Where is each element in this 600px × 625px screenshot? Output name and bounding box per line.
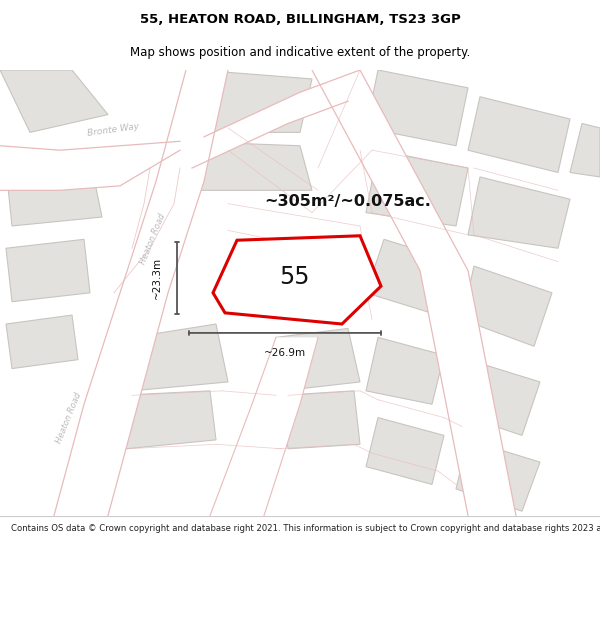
Polygon shape [468,97,570,172]
Polygon shape [366,70,468,146]
Polygon shape [0,141,180,191]
Polygon shape [132,324,228,391]
Text: Heaton Road: Heaton Road [139,213,167,266]
Text: ~26.9m: ~26.9m [264,348,306,358]
Polygon shape [570,124,600,177]
Polygon shape [6,159,102,226]
Text: Contains OS data © Crown copyright and database right 2021. This information is : Contains OS data © Crown copyright and d… [11,524,600,533]
Polygon shape [366,150,468,226]
Polygon shape [282,391,360,449]
Polygon shape [120,391,216,449]
Text: ~305m²/~0.075ac.: ~305m²/~0.075ac. [264,194,431,209]
Polygon shape [312,70,516,516]
Text: Map shows position and indicative extent of the property.: Map shows position and indicative extent… [130,46,470,59]
Polygon shape [366,418,444,484]
Polygon shape [6,239,90,302]
Text: Heaton Road: Heaton Road [55,391,83,444]
Polygon shape [210,338,318,516]
Polygon shape [462,266,552,346]
Text: Bronte Way: Bronte Way [87,122,140,138]
Text: 55: 55 [279,265,309,289]
Polygon shape [192,70,360,168]
Text: 55, HEATON ROAD, BILLINGHAM, TS23 3GP: 55, HEATON ROAD, BILLINGHAM, TS23 3GP [140,13,460,26]
Polygon shape [54,70,228,516]
Polygon shape [192,70,312,132]
Polygon shape [456,440,540,511]
Polygon shape [180,141,312,191]
Polygon shape [213,236,381,324]
Polygon shape [6,315,78,369]
Polygon shape [366,338,444,404]
Polygon shape [468,177,570,248]
Polygon shape [456,359,540,436]
Polygon shape [366,239,456,315]
Text: ~23.3m: ~23.3m [152,257,162,299]
Polygon shape [0,70,108,132]
Polygon shape [276,329,360,391]
